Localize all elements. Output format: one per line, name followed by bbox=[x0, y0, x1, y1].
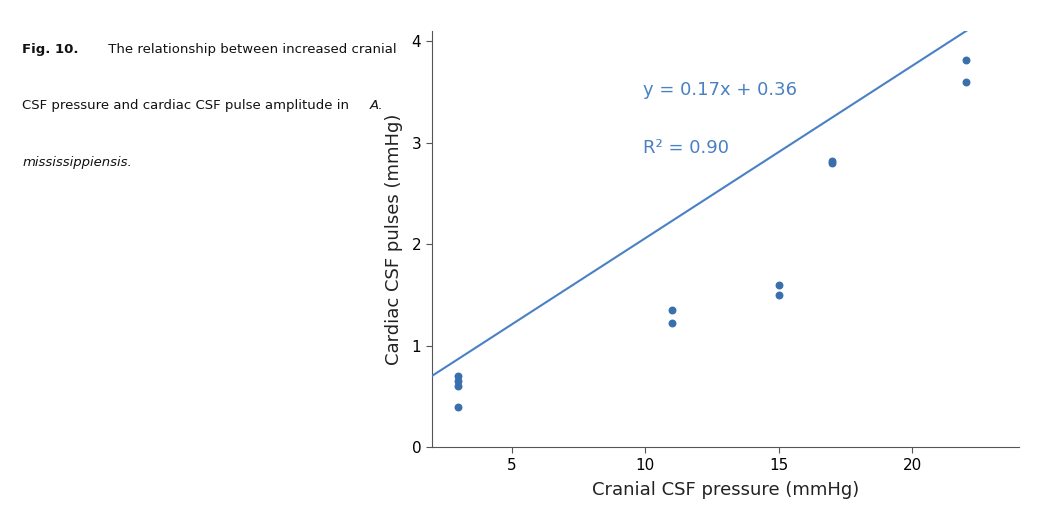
Point bbox=[958, 56, 974, 64]
Point bbox=[450, 382, 467, 391]
Point bbox=[664, 306, 680, 315]
Point bbox=[958, 78, 974, 86]
Text: y = 0.17x + 0.36: y = 0.17x + 0.36 bbox=[643, 81, 797, 99]
Point bbox=[450, 372, 467, 380]
Text: CSF pressure and cardiac CSF pulse amplitude in: CSF pressure and cardiac CSF pulse ampli… bbox=[22, 99, 354, 112]
X-axis label: Cranial CSF pressure (mmHg): Cranial CSF pressure (mmHg) bbox=[592, 481, 859, 499]
Text: A.: A. bbox=[369, 99, 383, 112]
Point bbox=[824, 159, 840, 167]
Point bbox=[771, 281, 787, 289]
Point bbox=[450, 402, 467, 411]
Point bbox=[824, 157, 840, 165]
Text: Fig. 10.: Fig. 10. bbox=[22, 43, 79, 56]
Y-axis label: Cardiac CSF pulses (mmHg): Cardiac CSF pulses (mmHg) bbox=[385, 113, 404, 365]
Point bbox=[664, 319, 680, 328]
Text: mississippiensis.: mississippiensis. bbox=[22, 155, 132, 168]
Text: R² = 0.90: R² = 0.90 bbox=[643, 139, 729, 158]
Point bbox=[771, 291, 787, 299]
Text: The relationship between increased cranial: The relationship between increased crani… bbox=[104, 43, 397, 56]
Point bbox=[450, 377, 467, 385]
